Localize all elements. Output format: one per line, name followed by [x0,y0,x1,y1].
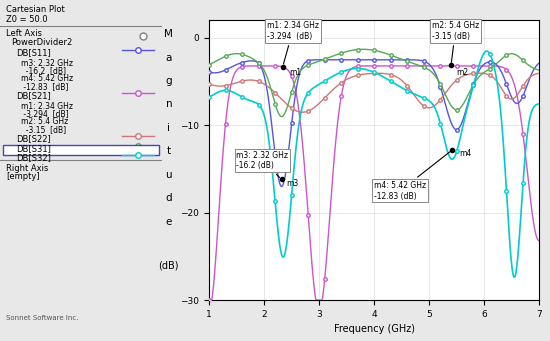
Text: n: n [166,100,172,109]
Text: DB[S31]: DB[S31] [16,144,51,153]
Text: m1: 2.34 GHz
-3.294  (dB): m1: 2.34 GHz -3.294 (dB) [267,21,319,64]
Text: Cartesian Plot: Cartesian Plot [7,5,65,14]
Text: m4: 5.42 GHz: m4: 5.42 GHz [21,74,73,83]
Text: DB[S21]: DB[S21] [16,91,51,100]
Text: m4: m4 [459,149,471,158]
FancyBboxPatch shape [3,145,159,155]
Text: [empty]: [empty] [7,172,40,181]
Text: M: M [164,29,173,39]
Text: -12.83  [dB]: -12.83 [dB] [21,82,68,91]
Text: DB[S22]: DB[S22] [16,134,51,143]
Text: u: u [166,170,172,180]
Text: m1: 2.34 GHz: m1: 2.34 GHz [21,102,73,110]
Text: e: e [166,217,172,227]
Text: i: i [167,123,170,133]
Text: m2: m2 [456,68,469,77]
Text: t: t [167,146,171,156]
Text: (dB): (dB) [158,261,179,271]
Text: -3.15  [dB]: -3.15 [dB] [21,125,66,134]
Text: Z0 = 50.0: Z0 = 50.0 [7,15,48,24]
Text: m3: m3 [286,179,298,189]
Text: PowerDivider2: PowerDivider2 [12,38,73,47]
Text: m3: 2.32 GHz: m3: 2.32 GHz [21,59,73,68]
Text: DB[S11]: DB[S11] [16,48,51,57]
Text: -16.2  [dB]: -16.2 [dB] [21,66,66,75]
Text: m3: 2.32 GHz
-16.2 (dB): m3: 2.32 GHz -16.2 (dB) [236,151,289,178]
Text: Sonnet Software Inc.: Sonnet Software Inc. [7,314,79,321]
Text: -3.294  [dB]: -3.294 [dB] [21,109,69,118]
Text: d: d [166,193,172,203]
Text: a: a [166,53,172,62]
Text: m1: m1 [289,68,301,77]
Text: m2: 5.4 GHz: m2: 5.4 GHz [21,117,68,126]
X-axis label: Frequency (GHz): Frequency (GHz) [333,324,415,335]
Text: g: g [166,76,172,86]
Text: m4: 5.42 GHz
-12.83 (dB): m4: 5.42 GHz -12.83 (dB) [374,152,450,201]
Text: m2: 5.4 GHz
-3.15 (dB): m2: 5.4 GHz -3.15 (dB) [432,21,479,63]
Text: Right Axis: Right Axis [7,164,49,173]
Text: DB[S32]: DB[S32] [16,153,51,162]
Text: Left Axis: Left Axis [7,29,42,38]
